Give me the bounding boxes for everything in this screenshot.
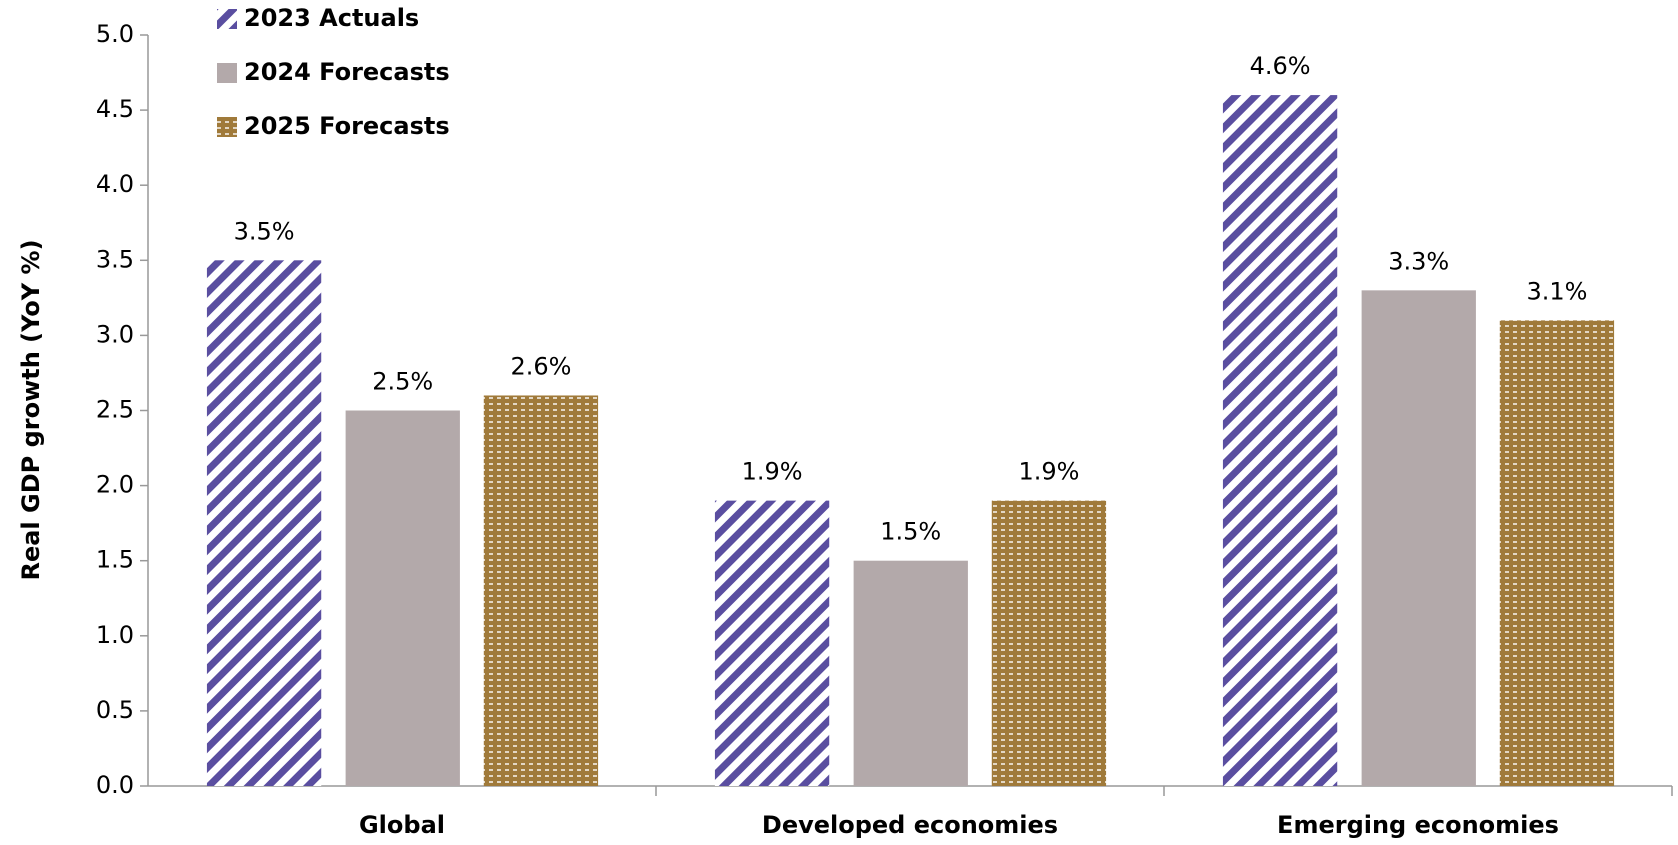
y-tick-label: 1.0	[96, 621, 134, 649]
y-tick-label: 1.5	[96, 546, 134, 574]
data-label: 3.5%	[234, 217, 295, 245]
legend-swatch	[217, 9, 237, 29]
data-label: 2.6%	[510, 352, 571, 380]
bar	[483, 395, 599, 786]
y-tick-label: 4.5	[96, 95, 134, 123]
bar	[714, 500, 830, 786]
bar	[1361, 290, 1476, 786]
y-tick-label: 3.5	[96, 245, 134, 273]
x-tick-label: Emerging economies	[1277, 811, 1559, 839]
x-tick-label: Global	[359, 811, 445, 839]
bar	[991, 500, 1107, 786]
data-label: 3.1%	[1526, 277, 1587, 305]
data-label: 1.5%	[880, 518, 941, 546]
y-tick-label: 4.0	[96, 170, 134, 198]
y-tick-label: 3.0	[96, 320, 134, 348]
legend-label: 2025 Forecasts	[244, 112, 450, 140]
data-label: 4.6%	[1250, 52, 1311, 80]
y-tick-label: 5.0	[96, 20, 134, 48]
bar	[1222, 95, 1338, 786]
legend-swatch	[217, 63, 237, 83]
bar	[853, 560, 968, 786]
y-tick-label: 2.0	[96, 471, 134, 499]
y-axis-title: Real GDP growth (YoY %)	[17, 239, 45, 580]
y-tick-label: 0.0	[96, 771, 134, 799]
data-label: 2.5%	[372, 368, 433, 396]
bar	[206, 260, 322, 786]
bar	[345, 410, 460, 786]
bar	[1499, 320, 1615, 786]
legend-swatch	[217, 117, 237, 137]
y-tick-label: 2.5	[96, 396, 134, 424]
data-label: 1.9%	[1018, 458, 1079, 486]
data-label: 3.3%	[1388, 247, 1449, 275]
legend-label: 2023 Actuals	[244, 4, 419, 32]
y-tick-label: 0.5	[96, 696, 134, 724]
legend-label: 2024 Forecasts	[244, 58, 450, 86]
data-label: 1.9%	[742, 458, 803, 486]
x-tick-label: Developed economies	[762, 811, 1058, 839]
